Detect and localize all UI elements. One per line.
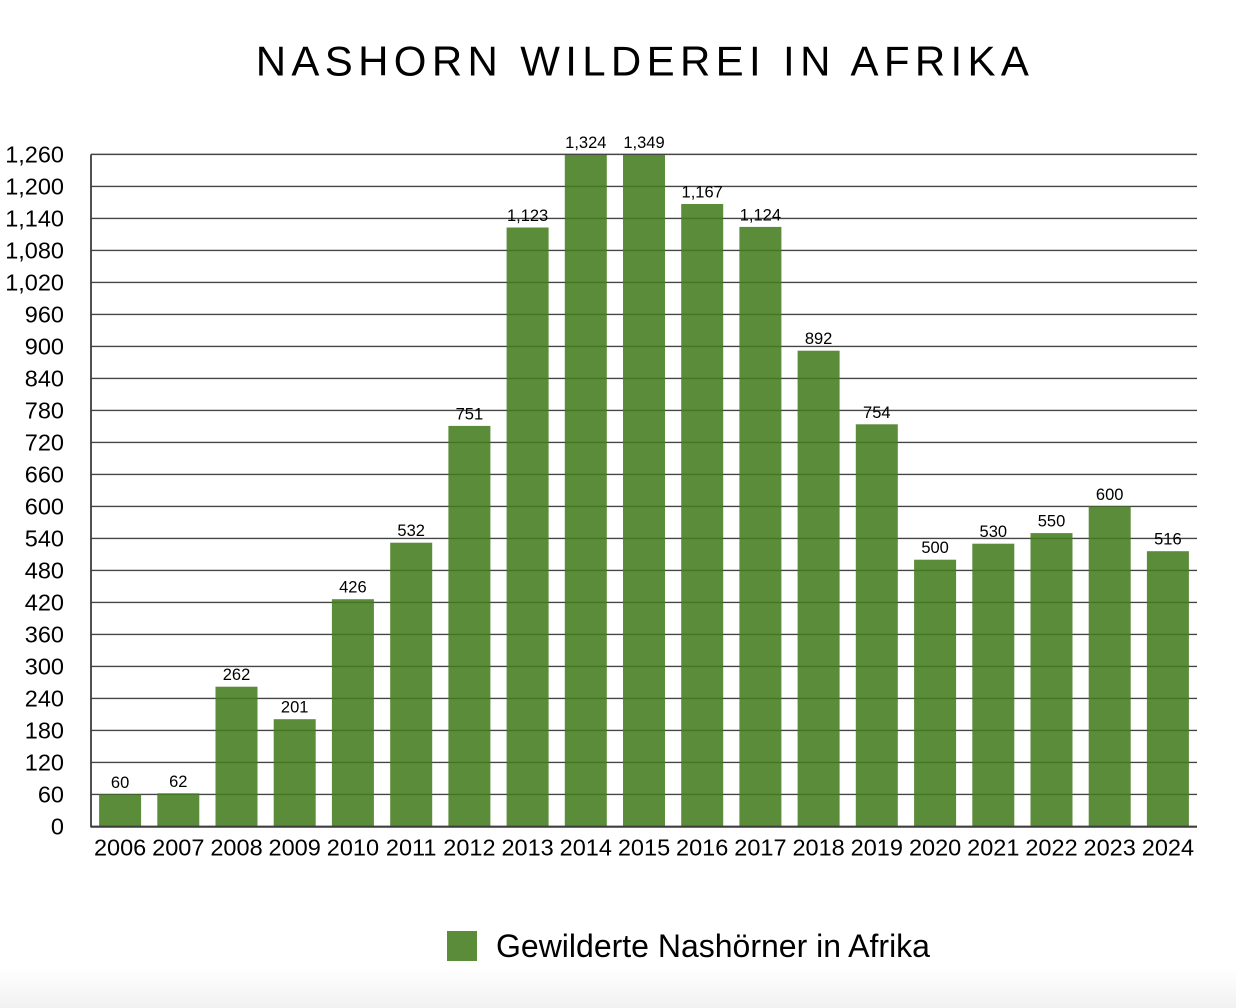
svg-text:500: 500 [921,539,949,557]
svg-text:2010: 2010 [327,835,379,861]
svg-text:840: 840 [25,366,64,392]
svg-text:660: 660 [25,462,64,488]
svg-text:2013: 2013 [501,835,553,861]
svg-text:1,200: 1,200 [5,174,64,200]
svg-text:532: 532 [397,522,425,540]
svg-text:892: 892 [805,330,833,348]
svg-text:426: 426 [339,579,367,597]
svg-text:1,260: 1,260 [5,142,64,168]
svg-text:420: 420 [25,590,64,616]
svg-text:2019: 2019 [851,835,903,861]
svg-text:1,167: 1,167 [682,184,723,202]
svg-text:780: 780 [25,398,64,424]
svg-text:480: 480 [25,558,64,584]
svg-text:2021: 2021 [967,835,1019,861]
svg-text:550: 550 [1038,513,1066,531]
svg-text:2024: 2024 [1142,835,1194,861]
svg-text:201: 201 [281,699,309,717]
svg-text:2015: 2015 [618,835,670,861]
svg-text:540: 540 [25,526,64,552]
svg-text:1,349: 1,349 [623,134,664,152]
svg-text:1,123: 1,123 [507,207,548,225]
svg-text:60: 60 [38,782,64,808]
svg-text:1,080: 1,080 [5,238,64,264]
svg-text:751: 751 [456,405,484,423]
svg-text:300: 300 [25,654,64,680]
svg-text:1,124: 1,124 [740,206,781,224]
svg-text:2009: 2009 [269,835,321,861]
svg-text:1,324: 1,324 [565,134,606,152]
svg-text:0: 0 [51,814,64,840]
svg-text:60: 60 [111,774,129,792]
svg-text:2016: 2016 [676,835,728,861]
svg-text:2018: 2018 [792,835,844,861]
svg-text:516: 516 [1154,531,1182,549]
svg-text:240: 240 [25,686,64,712]
svg-text:2007: 2007 [152,835,204,861]
svg-text:120: 120 [25,750,64,776]
svg-text:600: 600 [1096,486,1124,504]
svg-text:754: 754 [863,404,891,422]
svg-text:1,020: 1,020 [5,270,64,296]
svg-text:2022: 2022 [1025,835,1077,861]
svg-text:2012: 2012 [443,835,495,861]
svg-text:NASHORN WILDEREI IN AFRIKA: NASHORN WILDEREI IN AFRIKA [256,38,1035,85]
svg-text:530: 530 [980,523,1008,541]
svg-text:2006: 2006 [94,835,146,861]
svg-text:900: 900 [25,334,64,360]
svg-text:1,140: 1,140 [5,206,64,232]
svg-text:2023: 2023 [1084,835,1136,861]
svg-text:960: 960 [25,302,64,328]
svg-text:2011: 2011 [386,835,437,861]
svg-text:600: 600 [25,494,64,520]
svg-text:262: 262 [223,666,251,684]
svg-text:2014: 2014 [560,835,612,861]
svg-text:360: 360 [25,622,64,648]
svg-text:62: 62 [169,773,187,791]
svg-text:2020: 2020 [909,835,961,861]
svg-text:2008: 2008 [210,835,262,861]
svg-text:Gewilderte Nashörner in Afrika: Gewilderte Nashörner in Afrika [496,928,930,964]
svg-text:2017: 2017 [734,835,786,861]
svg-text:180: 180 [25,718,64,744]
svg-text:720: 720 [25,430,64,456]
